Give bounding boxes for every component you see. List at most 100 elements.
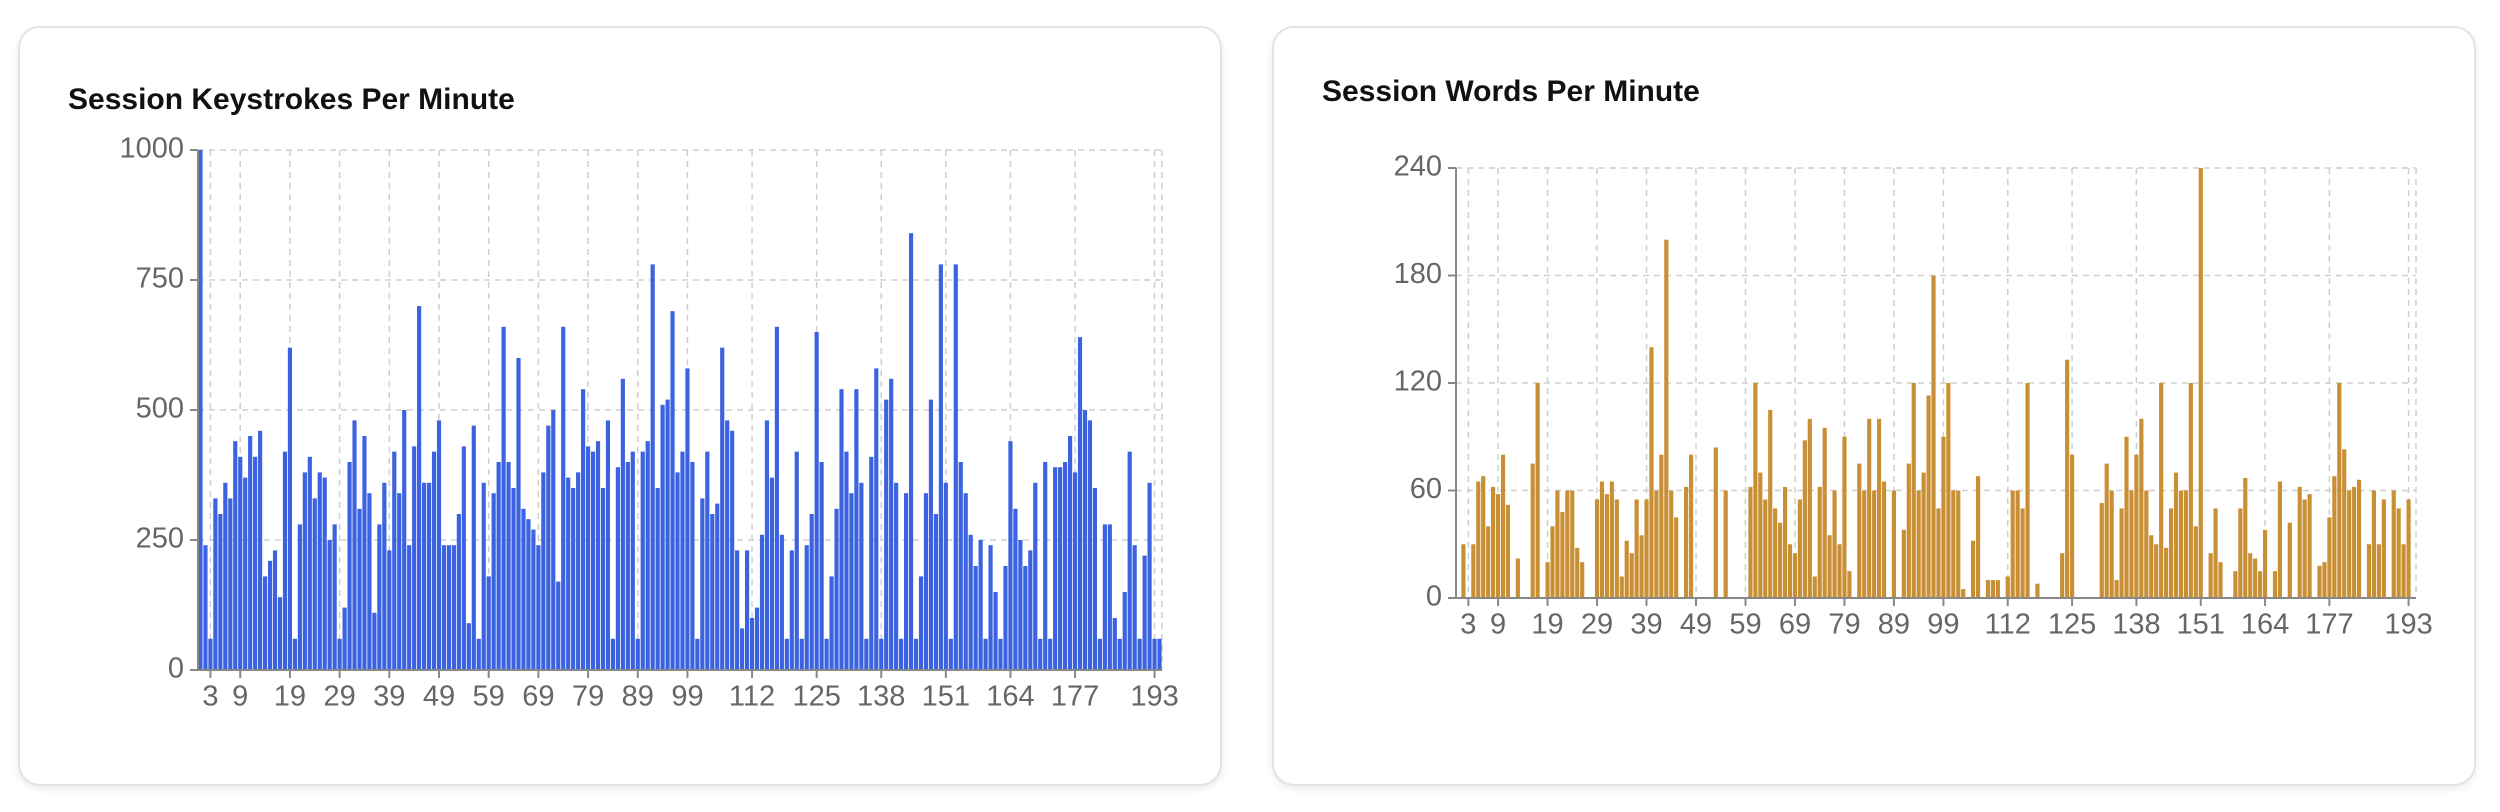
bar: [2337, 383, 2342, 598]
bar: [2366, 544, 2372, 598]
bar: [422, 482, 427, 670]
bar: [1792, 553, 1798, 598]
bar: [854, 389, 859, 670]
bar: [218, 514, 223, 670]
bar: [1906, 463, 1911, 598]
bar: [367, 493, 372, 670]
bar: [655, 488, 660, 670]
bar: [1147, 482, 1152, 670]
bar: [720, 347, 725, 670]
bar: [1476, 481, 1481, 598]
bar: [2272, 571, 2278, 598]
x-tick-label: 89: [1878, 609, 1910, 641]
bar: [834, 508, 839, 670]
x-tick-label: 112: [1985, 609, 2031, 641]
y-tick-label: 250: [136, 523, 184, 555]
bar: [2213, 508, 2218, 598]
bar: [590, 451, 596, 670]
bar: [267, 560, 273, 670]
bar: [1990, 580, 1995, 598]
bar: [1560, 512, 1565, 598]
bar: [2233, 571, 2238, 598]
bar: [1842, 436, 1847, 598]
bar: [277, 597, 283, 670]
bar: [1023, 566, 1028, 670]
bar: [685, 368, 690, 670]
bar: [327, 540, 332, 670]
bar: [1033, 482, 1038, 670]
bar: [1580, 562, 1585, 598]
bar: [1013, 508, 1018, 670]
bar: [963, 493, 968, 670]
x-tick-label: 69: [1779, 609, 1811, 641]
bar: [322, 477, 327, 670]
bar: [481, 482, 486, 670]
bar: [1812, 576, 1817, 598]
x-tick-label: 138: [2112, 609, 2160, 641]
bar: [2258, 571, 2263, 598]
bar: [2401, 544, 2406, 598]
x-tick-label: 79: [572, 681, 604, 713]
bar: [665, 399, 670, 670]
bar: [2183, 490, 2188, 598]
bar: [735, 550, 740, 670]
bar: [1555, 490, 1560, 598]
chart-title: Session Keystrokes Per Minute: [68, 83, 515, 116]
bar: [2114, 580, 2119, 598]
bar: [2371, 490, 2377, 598]
bar: [774, 326, 779, 670]
bar: [282, 451, 288, 670]
bar: [243, 477, 248, 670]
x-tick-label: 49: [1680, 609, 1712, 641]
bar: [784, 638, 789, 670]
bar: [804, 545, 809, 670]
bar: [1072, 472, 1078, 670]
bar: [1956, 490, 1961, 598]
bar: [849, 493, 854, 670]
bar: [1644, 499, 1649, 598]
bar: [953, 264, 958, 670]
bar: [695, 638, 700, 670]
x-tick-label: 3: [1460, 609, 1476, 641]
bar: [1082, 410, 1088, 670]
bar: [1857, 463, 1862, 598]
bar: [620, 378, 625, 670]
bar: [2277, 481, 2282, 598]
bar: [2099, 503, 2104, 598]
bar: [1758, 472, 1763, 598]
x-tick-label: 89: [622, 681, 654, 713]
bar: [1495, 494, 1501, 598]
bar: [913, 638, 919, 670]
bar: [978, 540, 983, 670]
bar: [417, 306, 422, 670]
bar: [1461, 544, 1466, 598]
bar: [744, 550, 750, 670]
bar: [1862, 490, 1867, 598]
bar: [1881, 481, 1887, 598]
bar: [1649, 347, 1654, 598]
bar: [710, 514, 715, 670]
bar: [660, 404, 665, 670]
bar: [1028, 550, 1033, 670]
bar: [203, 545, 208, 670]
bar: [715, 503, 720, 670]
bar: [1486, 526, 1491, 598]
bar: [779, 534, 784, 670]
bar: [551, 410, 556, 670]
bar: [1038, 638, 1043, 670]
bar: [307, 456, 312, 670]
bar: [645, 441, 650, 670]
bar: [1921, 472, 1926, 598]
bar: [605, 420, 611, 670]
y-tick-label: 180: [1394, 258, 1442, 290]
bar: [2332, 476, 2337, 598]
bar: [1565, 490, 1570, 598]
x-tick-label: 69: [522, 681, 554, 713]
bar: [2164, 547, 2169, 598]
bar: [1530, 463, 1535, 598]
bar: [908, 233, 914, 670]
x-tick-label: 177: [2305, 609, 2353, 641]
bar: [1787, 544, 1793, 598]
bar: [839, 389, 844, 670]
